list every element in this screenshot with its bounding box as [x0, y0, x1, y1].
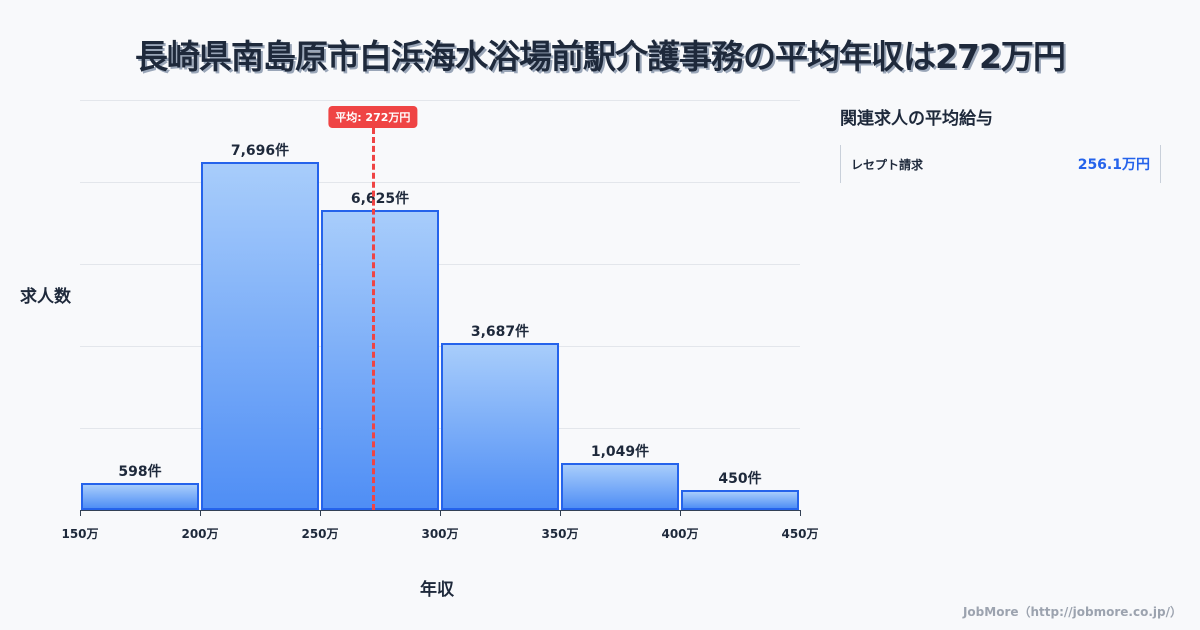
x-tick — [560, 510, 561, 516]
bar-value-label: 3,687件 — [470, 324, 530, 340]
bar-value-label: 6,625件 — [350, 191, 410, 207]
bar-value-label: 450件 — [718, 471, 762, 487]
x-tick-label: 450万 — [781, 527, 819, 541]
gridline — [80, 346, 800, 347]
histogram-bar — [81, 483, 199, 510]
gridline — [80, 428, 800, 429]
related-job-name: レセプト請求 — [851, 157, 924, 172]
x-tick-label: 300万 — [421, 527, 459, 541]
x-tick-label: 200万 — [181, 527, 219, 541]
page-title: 長崎県南島原市白浜海水浴場前駅介護事務の平均年収は272万円 — [135, 37, 1066, 76]
gridline — [80, 182, 800, 183]
x-tick — [800, 510, 801, 516]
bar-value-label: 1,049件 — [590, 444, 650, 460]
histogram-bar — [441, 343, 559, 510]
gridline — [80, 100, 800, 101]
x-tick-label: 350万 — [541, 527, 579, 541]
x-tick-label: 400万 — [661, 527, 699, 541]
bar-value-label: 598件 — [118, 464, 162, 480]
x-tick — [200, 510, 201, 516]
related-salary-title: 関連求人の平均給与 — [840, 109, 993, 129]
histogram-bar — [681, 490, 799, 510]
histogram-bar — [561, 463, 679, 510]
x-tick-label: 250万 — [301, 527, 339, 541]
x-tick-label: 150万 — [61, 527, 99, 541]
related-salary-row: レセプト請求 256.1万円 — [840, 145, 1161, 183]
histogram-bar — [201, 162, 319, 510]
gridline — [80, 264, 800, 265]
related-job-salary: 256.1万円 — [1077, 157, 1150, 173]
average-badge: 平均: 272万円 — [328, 106, 418, 128]
x-axis-label: 年収 — [420, 580, 454, 600]
x-tick — [320, 510, 321, 516]
x-tick — [680, 510, 681, 516]
histogram-bar — [321, 210, 439, 510]
x-tick — [80, 510, 81, 516]
y-axis-label: 求人数 — [20, 287, 71, 307]
bar-value-label: 7,696件 — [230, 143, 290, 159]
histogram-plot: 598件 7,696件 6,625件 3,687件 1,049件 450件 — [80, 100, 800, 510]
x-tick — [440, 510, 441, 516]
average-line — [371, 128, 375, 510]
footer-credit: JobMore（http://jobmore.co.jp/） — [962, 605, 1182, 619]
